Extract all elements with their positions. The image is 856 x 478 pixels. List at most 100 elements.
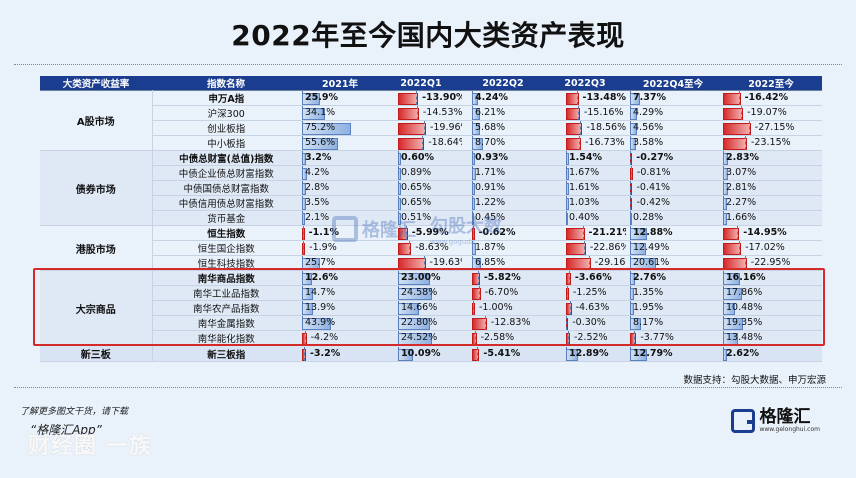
bar-axis [398,151,399,165]
return-value: 2.62% [726,347,759,359]
return-cell: 8.17% [626,315,720,331]
return-bar [398,93,419,105]
return-cell: 12.89% [544,345,626,362]
bar-axis [472,91,473,105]
bar-axis [302,181,303,195]
return-bar [566,108,580,120]
return-value: -1.25% [572,287,607,298]
bar-axis [566,211,567,225]
return-bar [566,228,585,240]
return-value: 3.07% [726,167,757,178]
footer-overlay-text: 财经圈 一族 [28,434,152,459]
return-value: -5.99% [411,227,449,238]
return-cell: -14.53% [380,105,462,121]
bar-axis [748,121,750,135]
return-value: 1.35% [633,287,664,298]
bar-axis [738,91,740,105]
asset-class-label: 港股市场 [40,225,153,271]
return-cell: -1.25% [544,285,626,301]
bar-axis [477,346,479,361]
return-value: -27.15% [754,122,795,133]
return-cell: 19.35% [720,315,822,331]
return-cell: 17.86% [720,285,822,301]
return-value: -13.90% [422,92,462,103]
return-bar [472,348,480,361]
table-row: 创业板指 75.2% -19.96% 5.68% -18.56% 4.56% -27.15% [40,120,822,136]
return-cell: -17.02% [720,240,822,256]
return-cell: -3.2% [300,345,380,362]
bar-axis [472,136,473,150]
table-row: 新三板 新三板指 -3.2% 10.09% -5.41% 12.89% 12.79% 2.62… [40,345,822,362]
asset-class-label: A股市场 [40,90,153,151]
bar-axis [576,91,578,105]
bar-axis [302,226,304,240]
return-value: 2.81% [726,182,757,193]
return-value: -13.48% [582,92,627,103]
return-cell: -1.1% [300,225,380,241]
return-cell: -1.00% [462,300,544,316]
return-value: -14.95% [743,227,787,238]
return-value: -0.62% [478,227,516,238]
return-cell: 0.45% [462,210,544,226]
return-cell: -5.82% [462,270,544,286]
bar-axis [723,286,724,300]
header-2022-ytd: 2022至今 [720,76,822,91]
return-cell: -13.90% [380,90,462,106]
return-value: 25.7% [305,257,336,268]
return-cell: 1.87% [462,240,544,256]
bar-axis [303,241,305,255]
return-value: -23.15% [750,137,791,148]
return-cell: 12.6% [300,270,380,286]
return-cell: -2.58% [462,330,544,346]
return-bar [723,258,747,270]
return-cell: -18.64% [380,135,462,151]
return-cell: -29.16% [544,255,626,271]
bar-axis [739,241,741,255]
bar-axis [723,271,724,285]
return-value: -0.41% [636,182,671,193]
bar-axis [423,256,425,270]
return-value: -6.70% [484,287,519,298]
return-cell: -1.9% [300,240,380,256]
bar-axis [723,181,724,195]
bar-axis [423,121,425,135]
bar-axis [472,106,473,120]
return-value: 4.29% [633,107,664,118]
bar-axis [422,136,424,150]
return-value: -5.41% [483,347,521,359]
return-value: -5.82% [483,272,521,283]
return-bar [398,243,412,255]
return-value: 2.83% [726,152,759,163]
bar-axis [302,136,303,150]
bar-axis [630,136,631,150]
bar-axis [723,316,724,330]
index-name: 中小板指 [152,135,300,151]
bar-axis [416,91,418,105]
return-value: 3.2% [305,152,332,163]
return-value: -2.52% [573,332,608,343]
return-cell: 8.70% [462,135,544,151]
bar-axis [398,271,399,285]
bar-axis [723,211,724,225]
return-value: -18.64% [428,137,462,148]
return-cell: -21.21% [544,225,626,241]
bar-axis [302,271,303,285]
return-cell: 25.7% [300,255,380,271]
return-cell: 2.62% [720,345,822,362]
return-value: -3.66% [574,272,612,283]
bar-axis [630,301,631,315]
footer-divider [14,387,842,388]
return-value: 13.9% [305,302,336,313]
bar-axis [302,106,303,120]
return-cell: -2.52% [544,330,626,346]
return-cell: 3.58% [626,135,720,151]
return-value: 75.2% [305,122,336,133]
return-value: -2.58% [480,332,515,343]
return-value: 5.68% [475,122,506,133]
bar-axis [398,166,399,180]
return-cell: 10.09% [380,345,462,362]
return-value: 1.61% [569,182,600,193]
return-value: -0.42% [636,197,671,208]
return-value: 0.51% [401,212,432,223]
return-cell: -22.95% [720,255,822,271]
